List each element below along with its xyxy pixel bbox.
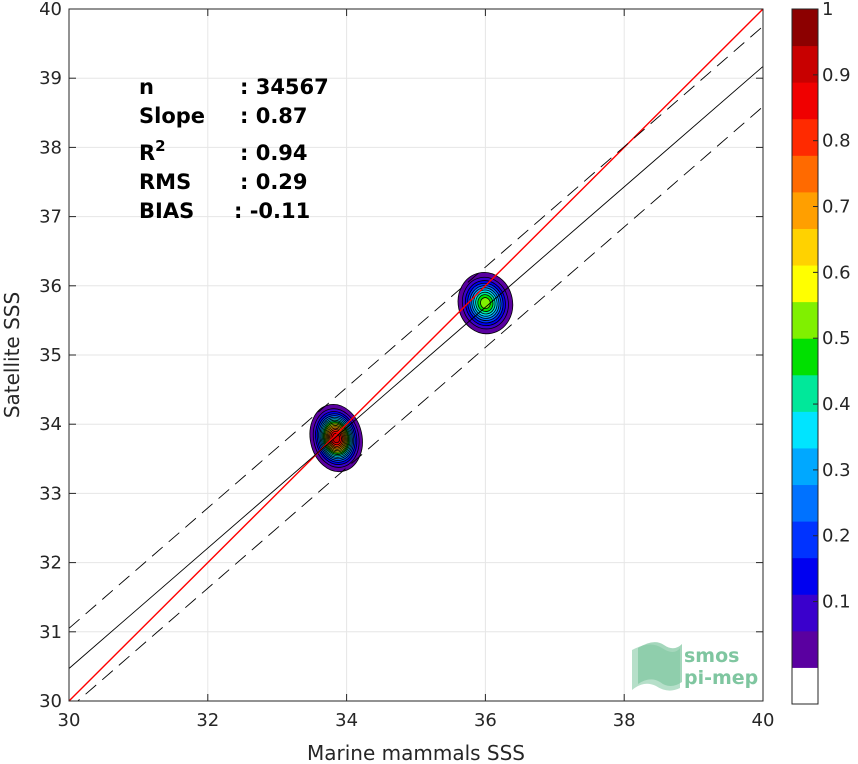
- colorbar-segment: [792, 447, 818, 486]
- regression-lines: [69, 9, 763, 701]
- colorbar-segment: [792, 338, 818, 376]
- colorbar-segment: [792, 9, 818, 47]
- density-contour: [480, 297, 491, 310]
- colorbar-tick-label: 1: [822, 0, 833, 20]
- y-tick-label: 30: [39, 691, 62, 712]
- colorbar-segment: [792, 374, 818, 412]
- y-tick-label: 38: [39, 137, 62, 158]
- colorbar-tick-label: 0.5: [822, 328, 851, 349]
- colorbar-tick-label: 0.7: [822, 197, 851, 218]
- logo-mark-icon: [632, 642, 682, 691]
- stat-value-bias: : -0.11: [234, 199, 310, 223]
- y-axis-label: Satellite SSS: [0, 292, 24, 418]
- colorbar-tick-label: 0.4: [822, 394, 851, 415]
- colorbar-segment: [792, 82, 818, 120]
- x-tick-label: 30: [58, 710, 81, 731]
- stat-value-n: : 34567: [240, 75, 329, 99]
- stat-label-superscript: 2: [155, 137, 165, 155]
- x-tick-label: 34: [335, 710, 358, 731]
- x-tick-label: 32: [196, 710, 219, 731]
- colorbar-segment: [792, 301, 818, 339]
- logo-text-smos: smos: [684, 645, 739, 667]
- y-tick-label: 32: [39, 553, 62, 574]
- stat-label-slope: Slope: [139, 104, 205, 128]
- stat-label-bias: BIAS: [139, 199, 194, 223]
- grid: [68, 8, 764, 702]
- colorbar-segment: [792, 228, 818, 266]
- identity-line: [69, 9, 763, 701]
- colorbar-frame: [791, 8, 819, 705]
- colorbar-segment: [792, 594, 818, 632]
- stat-label-n: n: [139, 75, 154, 99]
- colorbar-segment: [792, 557, 818, 595]
- colorbar-segment: [792, 118, 818, 156]
- fit-line: [69, 66, 763, 669]
- colorbar-tick-label: 0.3: [822, 460, 851, 481]
- colorbar-segment: [792, 411, 818, 449]
- y-tick-label: 33: [39, 483, 62, 504]
- colorbar-segment: [792, 667, 818, 705]
- y-axis-ticks: 30 31 32 33 34 35 36 37 38 39 40: [39, 0, 763, 712]
- stat-value-slope: : 0.87: [240, 104, 308, 128]
- stat-value-rms: : 0.29: [240, 170, 308, 194]
- colorbar-segment: [792, 45, 818, 83]
- stat-label-rms: RMS: [139, 170, 191, 194]
- colorbar-tick-label: 0.6: [822, 262, 851, 283]
- logo-text-pimep: pi-mep: [684, 667, 758, 689]
- x-tick-label: 38: [613, 710, 636, 731]
- colorbar-tick-label: 0.1: [822, 592, 851, 613]
- y-tick-label: 34: [39, 414, 62, 435]
- colorbar-ticks: 0.1 0.2 0.3 0.4 0.5 0.6 0.7 0.8 0.9 1: [813, 0, 851, 613]
- colorbar-segment: [792, 521, 818, 559]
- y-tick-label: 31: [39, 622, 62, 643]
- y-tick-label: 35: [39, 345, 62, 366]
- colorbar-segment: [792, 484, 818, 522]
- colorbar-tick-label: 0.2: [822, 526, 851, 547]
- x-axis-label: Marine mammals SSS: [307, 741, 525, 764]
- x-tick-label: 36: [474, 710, 497, 731]
- y-tick-label: 39: [39, 68, 62, 89]
- colorbar-segment: [792, 191, 818, 229]
- colorbar-segment: [792, 155, 818, 193]
- x-axis-ticks: 30 32 34 36 38 40: [58, 9, 775, 731]
- stat-value-r: : 0.94: [240, 141, 308, 165]
- y-tick-label: 36: [39, 276, 62, 297]
- smos-pi-mep-logo: smos pi-mep: [632, 642, 758, 691]
- colorbar-segment: [792, 630, 818, 668]
- colorbar: [791, 8, 819, 705]
- colorbar-tick-label: 0.9: [822, 65, 851, 86]
- y-tick-label: 37: [39, 207, 62, 228]
- y-tick-label: 40: [39, 0, 62, 20]
- colorbar-tick-label: 0.8: [822, 131, 851, 152]
- x-tick-label: 40: [752, 710, 775, 731]
- colorbar-segment: [792, 265, 818, 303]
